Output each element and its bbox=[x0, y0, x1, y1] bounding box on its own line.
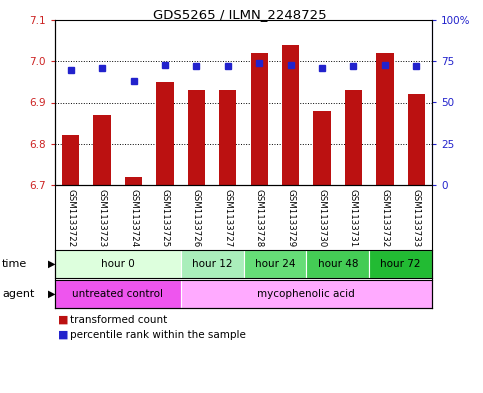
Text: agent: agent bbox=[2, 289, 34, 299]
Bar bbox=[376, 53, 394, 185]
Bar bbox=[55, 280, 181, 308]
Bar bbox=[369, 250, 432, 278]
Text: hour 72: hour 72 bbox=[380, 259, 421, 269]
Bar bbox=[181, 250, 243, 278]
Text: GSM1133732: GSM1133732 bbox=[381, 189, 389, 248]
Text: GSM1133724: GSM1133724 bbox=[129, 189, 138, 248]
Text: ■: ■ bbox=[58, 315, 69, 325]
Text: GSM1133730: GSM1133730 bbox=[317, 189, 327, 248]
Text: ▶: ▶ bbox=[48, 259, 56, 269]
Text: GSM1133722: GSM1133722 bbox=[66, 189, 75, 248]
Text: hour 12: hour 12 bbox=[192, 259, 232, 269]
Bar bbox=[125, 177, 142, 185]
Bar bbox=[313, 111, 331, 185]
Bar bbox=[251, 53, 268, 185]
Bar bbox=[62, 136, 79, 185]
Bar bbox=[408, 94, 425, 185]
Bar bbox=[94, 115, 111, 185]
Text: hour 48: hour 48 bbox=[317, 259, 358, 269]
Bar bbox=[188, 90, 205, 185]
Bar bbox=[156, 82, 173, 185]
Text: GSM1133728: GSM1133728 bbox=[255, 189, 264, 248]
Text: ■: ■ bbox=[58, 330, 69, 340]
Text: untreated control: untreated control bbox=[72, 289, 163, 299]
Text: transformed count: transformed count bbox=[70, 315, 167, 325]
Text: GSM1133726: GSM1133726 bbox=[192, 189, 201, 248]
Text: mycophenolic acid: mycophenolic acid bbox=[257, 289, 355, 299]
Text: GSM1133733: GSM1133733 bbox=[412, 189, 421, 248]
Text: GSM1133731: GSM1133731 bbox=[349, 189, 358, 248]
Bar bbox=[219, 90, 237, 185]
Text: GDS5265 / ILMN_2248725: GDS5265 / ILMN_2248725 bbox=[153, 8, 327, 21]
Bar bbox=[181, 280, 432, 308]
Text: time: time bbox=[2, 259, 27, 269]
Text: GSM1133725: GSM1133725 bbox=[160, 189, 170, 248]
Bar bbox=[345, 90, 362, 185]
Text: ▶: ▶ bbox=[48, 289, 56, 299]
Bar bbox=[282, 45, 299, 185]
Text: GSM1133729: GSM1133729 bbox=[286, 189, 295, 247]
Text: hour 0: hour 0 bbox=[101, 259, 135, 269]
Bar bbox=[306, 250, 369, 278]
Bar bbox=[55, 250, 181, 278]
Text: GSM1133723: GSM1133723 bbox=[98, 189, 107, 248]
Text: hour 24: hour 24 bbox=[255, 259, 295, 269]
Bar bbox=[243, 250, 306, 278]
Text: percentile rank within the sample: percentile rank within the sample bbox=[70, 330, 246, 340]
Text: GSM1133727: GSM1133727 bbox=[223, 189, 232, 248]
